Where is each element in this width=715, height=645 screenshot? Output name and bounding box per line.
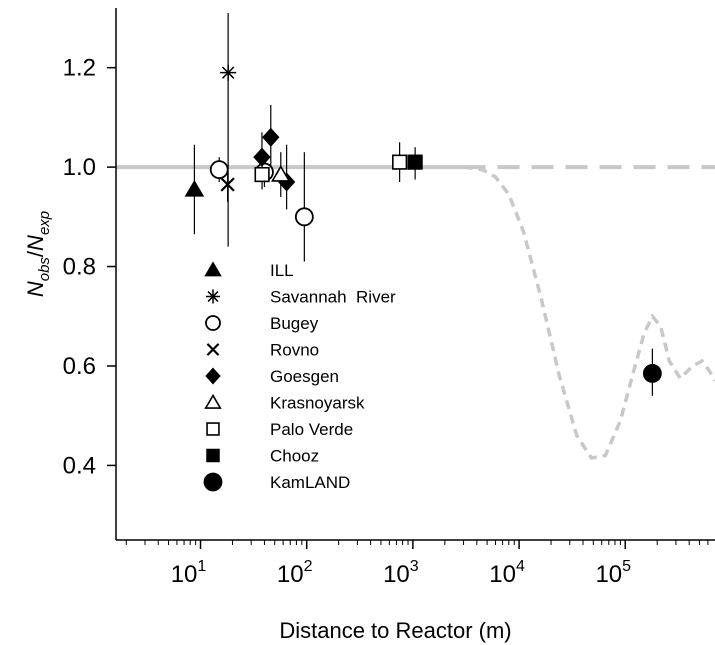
series-savannah-river	[220, 12, 237, 247]
data-point	[407, 154, 423, 170]
legend-label: Bugey	[270, 314, 319, 333]
legend-marker	[203, 472, 223, 492]
legend-marker	[206, 448, 220, 463]
legend-item: Palo Verde	[206, 420, 353, 439]
data-point	[642, 364, 662, 383]
y-tick-label: 1.2	[63, 55, 96, 82]
x-tick-label: 101	[171, 558, 207, 588]
data-point	[262, 127, 280, 147]
legend-label: Goesgen	[270, 367, 339, 386]
oscillation-curve	[463, 165, 715, 460]
series-chooz	[407, 147, 423, 180]
axes-group: 0.4 0.6 0.8 1.0 1.2 101 102 103 104 105	[63, 8, 715, 588]
legend-item: Krasnoyarsk	[204, 393, 365, 413]
legend-item: Bugey	[205, 314, 319, 333]
y-tick-label: 1.0	[63, 154, 96, 181]
data-point	[270, 164, 291, 182]
legend-item: Rovno	[206, 341, 319, 360]
x-tick-label: 102	[277, 558, 313, 588]
data-points-group	[184, 12, 662, 396]
series-goesgen	[253, 104, 296, 210]
x-axis-label: Distance to Reactor (m)	[279, 618, 511, 643]
legend-marker	[206, 289, 220, 304]
oscillation-curve-group	[463, 165, 715, 460]
x-tick-label: 104	[489, 558, 525, 588]
data-point	[294, 207, 314, 227]
legend-marker	[206, 422, 220, 436]
legend-item: Savannah River	[206, 288, 396, 307]
axis-labels-group: Distance to Reactor (m) Nobs/Nexp	[23, 211, 512, 643]
data-point	[220, 64, 237, 81]
legend-label: Savannah River	[270, 288, 396, 307]
series-rovno	[220, 167, 235, 202]
y-tick-label: 0.4	[63, 452, 96, 479]
x-tick-label: 105	[595, 558, 631, 588]
y-tick-label: 0.8	[63, 254, 96, 281]
legend-marker	[206, 343, 220, 356]
data-point	[392, 154, 408, 170]
legend-item: Goesgen	[205, 367, 339, 386]
y-tick-label: 0.6	[63, 353, 96, 380]
legend-label: Chooz	[270, 447, 319, 466]
legend-item: KamLAND	[203, 472, 350, 492]
legend-marker	[204, 261, 222, 277]
data-point	[254, 166, 270, 183]
legend-marker	[205, 367, 221, 385]
legend-item: ILL	[204, 261, 294, 280]
y-axis-label: Nobs/Nexp	[23, 211, 53, 297]
series-krasnoyarsk	[270, 152, 291, 197]
data-point	[220, 177, 235, 192]
legend-label: Rovno	[270, 341, 319, 360]
data-point	[184, 179, 205, 197]
legend-label: Palo Verde	[270, 420, 353, 439]
legend-label: KamLAND	[270, 473, 350, 492]
legend-item: Chooz	[206, 447, 319, 466]
series-palo-verde	[254, 142, 408, 190]
series-kamland	[642, 348, 662, 396]
legend: ILL Savannah River Bugey Rovno Goesgen Krasno…	[203, 261, 396, 492]
legend-label: ILL	[270, 261, 294, 280]
legend-label: Krasnoyarsk	[270, 394, 365, 413]
legend-marker	[205, 315, 221, 331]
data-point	[209, 160, 229, 179]
legend-marker	[204, 393, 222, 409]
series-ill	[184, 144, 205, 235]
x-tick-label: 103	[383, 558, 419, 588]
